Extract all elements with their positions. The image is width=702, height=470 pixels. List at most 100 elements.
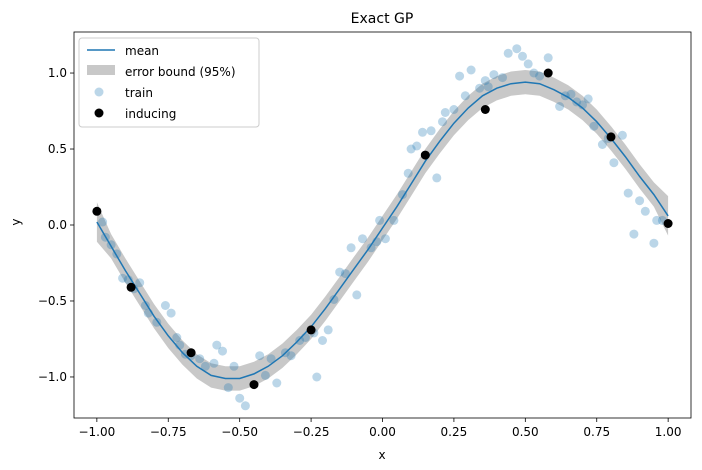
train-point bbox=[518, 51, 527, 61]
train-point bbox=[300, 333, 310, 342]
train-point bbox=[609, 158, 619, 168]
train-point bbox=[449, 105, 459, 114]
train-point bbox=[440, 108, 450, 117]
legend-band-label: error bound (95%) bbox=[125, 65, 236, 79]
train-point bbox=[566, 89, 576, 99]
train-point bbox=[223, 383, 233, 393]
train-point bbox=[323, 325, 333, 335]
legend-train-swatch bbox=[94, 87, 104, 97]
train-point bbox=[218, 346, 227, 356]
inducing-point bbox=[92, 206, 102, 216]
train-point bbox=[209, 358, 219, 368]
error-band bbox=[96, 70, 669, 391]
x-axis-ticks: −1.00 −0.75 −0.50 −0.25 0.00 0.25 0.50 0.75 1.00 bbox=[78, 418, 682, 439]
train-point bbox=[366, 243, 376, 253]
legend-inducing-swatch bbox=[94, 108, 104, 118]
train-point bbox=[406, 144, 416, 154]
y-tick-label: −0.5 bbox=[38, 294, 67, 308]
x-tick-label: 0.75 bbox=[583, 425, 610, 439]
x-tick-label: −0.50 bbox=[221, 425, 258, 439]
x-tick-label: 1.00 bbox=[655, 425, 682, 439]
train-point bbox=[286, 351, 296, 361]
train-point bbox=[475, 83, 485, 93]
inducing-point bbox=[306, 325, 316, 335]
train-point bbox=[498, 73, 507, 83]
train-point bbox=[352, 290, 362, 300]
x-tick-label: 0.00 bbox=[369, 425, 396, 439]
train-point bbox=[255, 351, 265, 361]
inducing-point bbox=[186, 348, 196, 358]
mean-line bbox=[96, 81, 669, 380]
train-point bbox=[503, 48, 513, 58]
train-point bbox=[160, 301, 170, 310]
train-point bbox=[523, 59, 533, 69]
train-point bbox=[649, 238, 659, 248]
legend: mean error bound (95%) train inducing bbox=[78, 37, 260, 128]
x-tick-label: −0.25 bbox=[293, 425, 330, 439]
train-point bbox=[172, 333, 182, 342]
inducing-point bbox=[606, 132, 616, 142]
train-point bbox=[358, 234, 367, 244]
train-point bbox=[266, 354, 276, 364]
train-point bbox=[240, 401, 250, 411]
y-tick-label: 1.0 bbox=[48, 66, 67, 80]
train-point bbox=[335, 267, 345, 277]
x-tick-label: 0.25 bbox=[441, 425, 468, 439]
train-point bbox=[135, 278, 145, 288]
train-point bbox=[535, 71, 545, 81]
train-point bbox=[380, 234, 390, 244]
train-point bbox=[635, 196, 645, 206]
x-tick-label: −0.75 bbox=[150, 425, 187, 439]
train-point bbox=[483, 82, 493, 92]
x-axis-label: x bbox=[378, 448, 385, 462]
train-point bbox=[235, 393, 245, 403]
train-point bbox=[466, 65, 476, 75]
legend-band-swatch bbox=[87, 65, 115, 75]
train-point bbox=[403, 168, 413, 178]
y-axis-label: y bbox=[9, 218, 23, 225]
train-point bbox=[152, 317, 162, 327]
train-point bbox=[412, 141, 422, 151]
train-point bbox=[260, 370, 270, 380]
train-point bbox=[426, 126, 436, 136]
train-point bbox=[460, 91, 470, 101]
train-point bbox=[480, 76, 490, 86]
plot-area bbox=[92, 44, 673, 411]
x-tick-label: −1.00 bbox=[78, 425, 115, 439]
train-point bbox=[140, 301, 150, 310]
train-point bbox=[398, 190, 407, 200]
train-point bbox=[318, 336, 327, 345]
train-point bbox=[98, 217, 108, 227]
inducing-point bbox=[249, 380, 259, 390]
train-point bbox=[195, 354, 205, 364]
chart-title: Exact GP bbox=[351, 11, 414, 27]
train-point bbox=[652, 215, 662, 225]
inducing-point bbox=[663, 219, 673, 228]
legend-train-label: train bbox=[125, 86, 153, 100]
train-point bbox=[312, 372, 322, 382]
y-tick-label: 0.0 bbox=[48, 218, 67, 232]
train-point bbox=[329, 295, 339, 304]
inducing-point bbox=[126, 282, 136, 292]
train-point bbox=[118, 273, 128, 283]
legend-mean-label: mean bbox=[125, 44, 159, 58]
inducing-point bbox=[543, 68, 553, 78]
y-axis-ticks: −1.0 −0.5 0.0 0.5 1.0 bbox=[38, 66, 74, 384]
train-point bbox=[340, 269, 350, 279]
train-point bbox=[455, 71, 465, 81]
train-point bbox=[295, 336, 305, 345]
train-point bbox=[272, 378, 282, 388]
train-point bbox=[589, 121, 599, 131]
train-point bbox=[629, 229, 639, 239]
train-point bbox=[418, 127, 427, 137]
train-point bbox=[166, 308, 176, 318]
x-tick-label: 0.50 bbox=[512, 425, 539, 439]
train-point bbox=[229, 361, 239, 371]
train-point bbox=[583, 94, 593, 104]
inducing-point bbox=[480, 105, 490, 114]
train-point bbox=[572, 97, 582, 107]
train-point bbox=[212, 340, 222, 350]
train-point bbox=[389, 215, 399, 225]
train-point bbox=[375, 215, 385, 225]
